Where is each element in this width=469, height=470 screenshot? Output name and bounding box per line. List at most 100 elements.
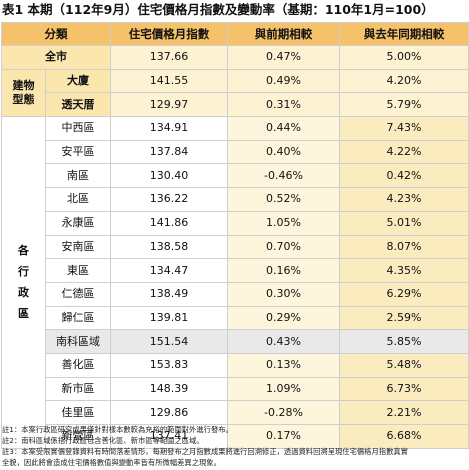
mom-value: 0.29% [227, 305, 340, 331]
yoy-value: 5.85% [339, 329, 469, 354]
mom-value: 0.49% [227, 68, 340, 94]
yoy-value: 4.23% [339, 187, 469, 212]
table-row-district: 仁德區 138.49 0.30% 6.29% [2, 281, 469, 307]
index-value: 138.58 [110, 234, 228, 260]
yoy-value: 2.59% [339, 305, 469, 331]
category-char: 區 [18, 307, 29, 321]
row-label: 佳里區 [45, 400, 111, 425]
yoy-value: 8.07% [339, 234, 469, 260]
index-value: 137.41 [110, 424, 228, 449]
header-yoy: 與去年同期相較 [339, 22, 469, 46]
mom-value: 0.31% [227, 92, 340, 118]
index-value: 134.47 [110, 258, 228, 283]
index-value: 134.91 [110, 116, 228, 141]
footnote: 註3：本案受限實價登錄資料有時間落差情形，每期發布之月指數成果將進行回溯修正，透… [2, 447, 408, 456]
table-row-district: 新營區 137.41 0.17% 6.68% [2, 424, 469, 449]
mom-value: 0.16% [227, 258, 340, 283]
row-label: 透天厝 [45, 92, 111, 118]
table-row-district: 東區 134.47 0.16% 4.35% [2, 258, 469, 283]
index-value: 151.54 [110, 329, 228, 354]
index-value: 137.66 [110, 45, 228, 70]
district-category-cell: 各行政區 [1, 116, 46, 449]
index-value: 138.49 [110, 281, 228, 307]
yoy-value: 6.68% [339, 424, 469, 449]
index-value: 137.84 [110, 139, 228, 165]
row-label: 安南區 [45, 234, 111, 260]
index-value: 141.55 [110, 68, 228, 94]
yoy-value: 6.73% [339, 376, 469, 402]
mom-value: -0.28% [227, 400, 340, 425]
yoy-value: 0.42% [339, 163, 469, 189]
row-label: 仁德區 [45, 281, 111, 307]
table-row-building: 透天厝 129.97 0.31% 5.79% [2, 92, 469, 118]
row-label: 永康區 [45, 210, 111, 236]
index-value: 129.86 [110, 400, 228, 425]
index-value: 139.81 [110, 305, 228, 331]
row-label: 全市 [1, 45, 111, 70]
header-mom: 與前期相較 [227, 22, 340, 46]
index-value: 148.39 [110, 376, 228, 402]
header-category: 分類 [1, 22, 111, 46]
table-title: 表1 本期（112年9月）住宅價格月指數及變動率（基期：110年1月=100） [2, 2, 434, 17]
index-value: 141.86 [110, 210, 228, 236]
mom-value: -0.46% [227, 163, 340, 189]
index-value: 130.40 [110, 163, 228, 189]
yoy-value: 2.21% [339, 400, 469, 425]
row-label: 南科區域 [45, 329, 111, 354]
footnotes: 註1：本案行政區研究成果僅針對樣本數較為充裕的範圍對外進行發布。 註2：南科區域… [2, 424, 467, 468]
table-row-district: 安南區 138.58 0.70% 8.07% [2, 234, 469, 260]
index-value: 136.22 [110, 187, 228, 212]
yoy-value: 6.29% [339, 281, 469, 307]
mom-value: 0.40% [227, 139, 340, 165]
yoy-value: 7.43% [339, 116, 469, 141]
mom-value: 0.30% [227, 281, 340, 307]
index-value: 153.83 [110, 352, 228, 378]
row-label: 新市區 [45, 376, 111, 402]
mom-value: 0.70% [227, 234, 340, 260]
mom-value: 0.44% [227, 116, 340, 141]
mom-value: 0.52% [227, 187, 340, 212]
row-label: 南區 [45, 163, 111, 189]
table-row-district: 新市區 148.39 1.09% 6.73% [2, 376, 469, 402]
mom-value: 0.13% [227, 352, 340, 378]
table-row-district: 各行政區中西區 134.91 0.44% 7.43% [1, 116, 469, 449]
row-label: 善化區 [45, 352, 111, 378]
table-row-district: 歸仁區 139.81 0.29% 2.59% [2, 305, 469, 331]
row-label: 北區 [45, 187, 111, 212]
footnote: 註2：南科區域係指行政區包含善化區、新市區等範圍之區域。 [2, 436, 204, 445]
yoy-value: 4.22% [339, 139, 469, 165]
mom-value: 1.05% [227, 210, 340, 236]
row-label: 新營區 [45, 424, 111, 449]
table-row-district: 北區 136.22 0.52% 4.23% [2, 187, 469, 212]
table-row-building: 建物 型態 大廈 141.55 0.49% 4.20% [1, 68, 469, 118]
table-row-district: 佳里區 129.86 -0.28% 2.21% [2, 400, 469, 425]
category-line: 建物 [12, 78, 35, 92]
footnote: 全貌，因此將會造成住宅價格數值與變動率皆有所微幅差異之現象。 [2, 458, 221, 467]
table-row-district: 南區 130.40 -0.46% 0.42% [2, 163, 469, 189]
row-label: 歸仁區 [45, 305, 111, 331]
table-row-district: 善化區 153.83 0.13% 5.48% [2, 352, 469, 378]
row-label: 中西區 [45, 116, 111, 141]
yoy-value: 4.35% [339, 258, 469, 283]
row-label: 大廈 [45, 68, 111, 94]
category-char: 各 [18, 244, 29, 258]
yoy-value: 5.01% [339, 210, 469, 236]
mom-value: 0.47% [227, 45, 340, 70]
mom-value: 0.17% [227, 424, 340, 449]
footnote: 註1：本案行政區研究成果僅針對樣本數較為充裕的範圍對外進行發布。 [2, 425, 233, 434]
yoy-value: 4.20% [339, 68, 469, 94]
table-row-district: 永康區 141.86 1.05% 5.01% [2, 210, 469, 236]
building-category-cell: 建物 型態 [1, 68, 46, 118]
category-line: 型態 [12, 92, 35, 106]
yoy-value: 5.00% [339, 45, 469, 70]
row-label: 東區 [45, 258, 111, 283]
table-row-district: 安平區 137.84 0.40% 4.22% [2, 139, 469, 165]
table-row-district: 南科區域 151.54 0.43% 5.85% [2, 329, 469, 354]
price-index-table: 分類 住宅價格月指數 與前期相較 與去年同期相較 全市 137.66 0.47%… [1, 22, 469, 449]
table-row-city: 全市 137.66 0.47% 5.00% [1, 45, 469, 70]
mom-value: 0.43% [227, 329, 340, 354]
category-char: 行 [18, 265, 29, 279]
header-index: 住宅價格月指數 [110, 22, 228, 46]
yoy-value: 5.48% [339, 352, 469, 378]
index-value: 129.97 [110, 92, 228, 118]
